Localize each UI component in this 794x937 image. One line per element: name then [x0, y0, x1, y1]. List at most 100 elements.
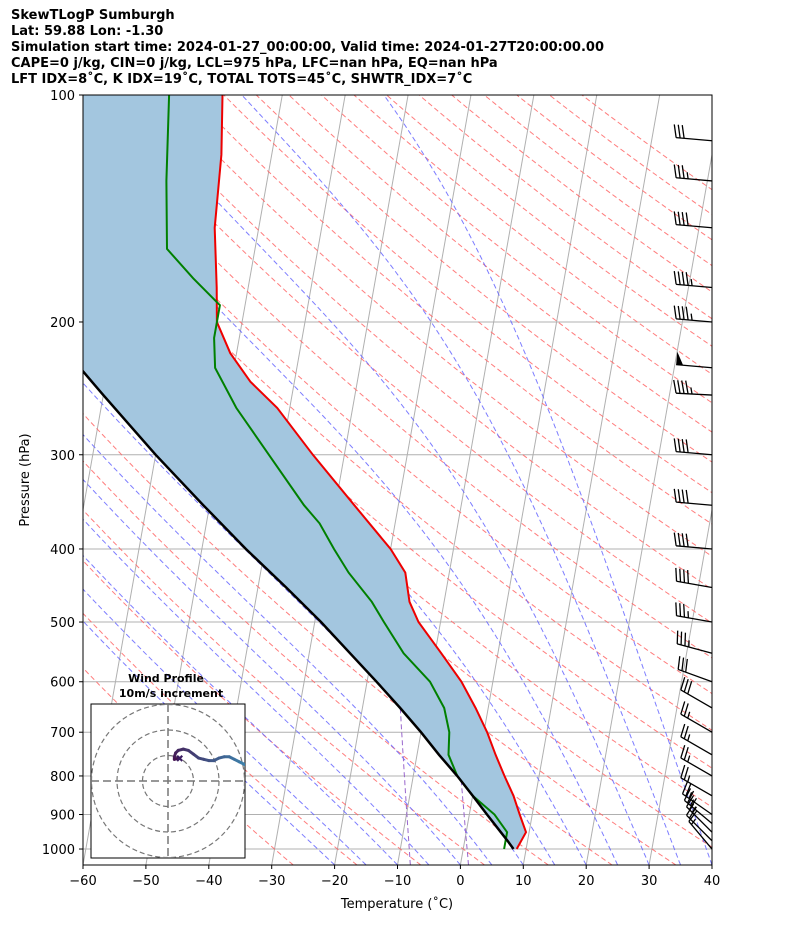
barb-flag — [685, 306, 689, 320]
y-tick-label: 400 — [50, 543, 75, 558]
moist-adiabat — [83, 518, 430, 865]
x-tick-label: −60 — [69, 874, 96, 889]
barb-flag — [673, 271, 677, 285]
wind-barb — [680, 677, 713, 709]
barb-flag — [679, 603, 682, 617]
barb-flag — [681, 781, 689, 795]
barb-flag — [685, 489, 689, 504]
isotherm-line — [711, 862, 712, 865]
barb-flag — [681, 212, 685, 226]
barb-flag — [683, 747, 689, 761]
x-tick-label: 0 — [456, 874, 464, 889]
barb-flag — [677, 489, 681, 503]
barb-flag — [685, 380, 689, 394]
wind-barb — [673, 305, 713, 323]
dry-adiabat — [83, 612, 358, 865]
wind-barb — [680, 745, 713, 777]
barb-flag — [673, 164, 677, 178]
y-tick-label: 100 — [50, 89, 75, 104]
barb-staff — [676, 136, 713, 142]
hodograph-segment — [250, 767, 253, 768]
barb-staff — [676, 450, 713, 456]
barb-flag — [673, 438, 677, 452]
barb-flag — [679, 568, 682, 583]
barb-flag — [683, 766, 689, 780]
moist-adiabat — [241, 95, 681, 865]
barb-flag — [680, 701, 686, 715]
barb-flag — [677, 164, 681, 179]
hodograph-title: Wind Profile — [128, 672, 204, 685]
barb-flag — [677, 124, 681, 139]
dry-adiabat — [255, 95, 712, 463]
wind-barb — [673, 164, 713, 182]
moist-adiabat — [118, 95, 650, 865]
y-tick-label: 300 — [50, 449, 75, 464]
barb-flag — [683, 603, 686, 618]
barb-staff — [680, 736, 713, 756]
dry-adiabat — [83, 509, 485, 865]
barb-flag — [681, 165, 685, 179]
wind-barbs — [673, 124, 713, 850]
x-tick-label: −30 — [258, 874, 285, 889]
barb-staff — [686, 806, 713, 833]
wind-barb — [683, 788, 713, 824]
y-tick-label: 700 — [50, 726, 75, 741]
barb-flag — [681, 489, 685, 503]
x-tick-label: 20 — [578, 874, 595, 889]
wind-barb — [673, 124, 713, 142]
barb-flag — [685, 783, 692, 797]
barb-staff — [676, 177, 713, 182]
barb-staff — [688, 821, 713, 850]
barb-half-flag — [690, 279, 693, 286]
wind-barb — [673, 271, 713, 289]
dry-adiabat — [451, 95, 712, 293]
hodograph-subtitle: 10m/s increment — [119, 687, 223, 700]
barb-half-flag — [687, 775, 691, 782]
barb-flag — [681, 439, 685, 453]
isotherm-line — [334, 95, 472, 865]
isotherm-line — [585, 151, 712, 865]
barb-flag — [686, 790, 695, 804]
barb-flag — [680, 745, 686, 759]
barb-half-flag — [686, 172, 689, 179]
location-line: Lat: 59.88 Lon: -1.30 — [11, 24, 164, 39]
barb-flag — [673, 211, 677, 225]
barb-flag — [681, 380, 685, 394]
barb-flag — [688, 797, 697, 810]
wind-barb — [681, 781, 713, 816]
barb-flag — [681, 125, 685, 139]
chart-title: SkewTLogP Sumburgh — [11, 8, 175, 23]
barb-flag — [681, 657, 685, 671]
dry-adiabat — [83, 238, 712, 769]
wind-barb — [685, 795, 713, 833]
barb-flag — [681, 306, 685, 320]
barb-staff — [676, 283, 713, 289]
x-tick-label: 40 — [704, 874, 721, 889]
x-tick-label: −50 — [132, 874, 159, 889]
barb-half-flag — [688, 792, 693, 799]
barb-staff — [677, 643, 713, 654]
chart-header: SkewTLogP Sumburgh Lat: 59.88 Lon: -1.30… — [11, 8, 781, 88]
moist-adiabat — [83, 554, 398, 865]
barb-flag — [680, 677, 686, 691]
indices-line-1: CAPE=0 j/kg, CIN=0 j/kg, LCL=975 hPa, LF… — [11, 56, 498, 71]
y-tick-label: 500 — [50, 616, 75, 631]
barb-flag — [675, 602, 678, 616]
y-tick-label: 200 — [50, 316, 75, 331]
profile-lines — [83, 95, 528, 850]
wind-barb — [675, 567, 713, 589]
barb-flag — [681, 533, 685, 547]
moist-adiabat — [83, 433, 493, 865]
barb-staff — [680, 713, 713, 733]
dry-adiabat — [321, 95, 712, 404]
moist-adiabat — [83, 478, 461, 865]
barb-flag — [683, 569, 686, 583]
barb-flag — [685, 272, 689, 286]
barb-flag — [673, 532, 677, 546]
barb-flag — [683, 703, 689, 717]
barb-staff — [677, 668, 713, 683]
barb-flag — [677, 305, 681, 320]
barb-flag — [673, 124, 677, 138]
moist-adiabat — [383, 95, 712, 865]
